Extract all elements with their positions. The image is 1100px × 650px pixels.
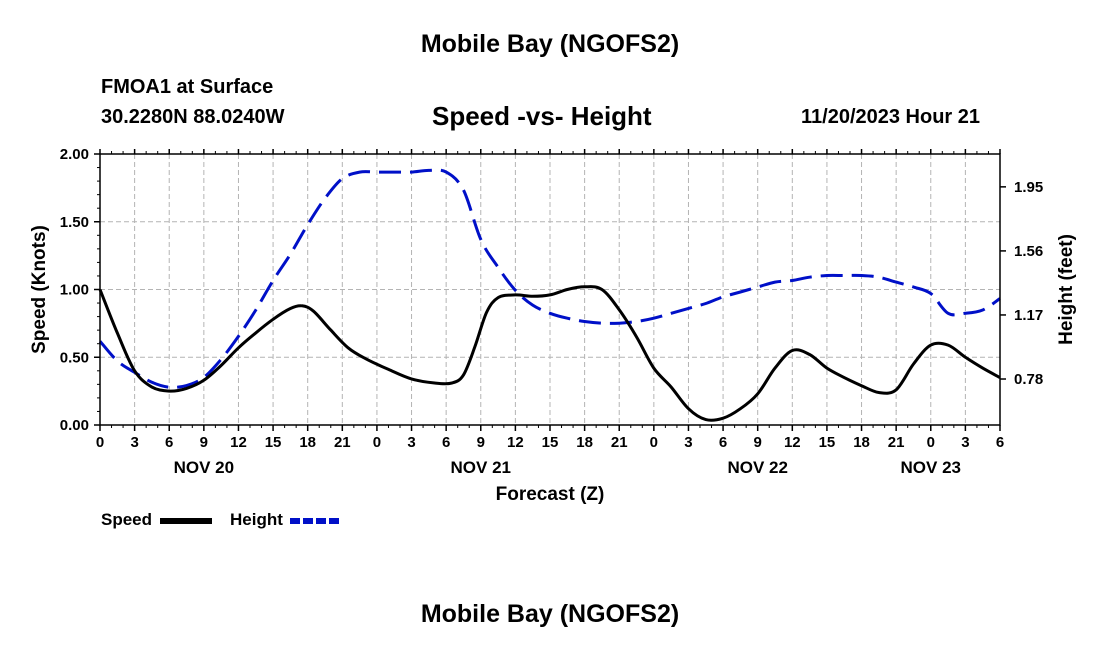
footer-title: Mobile Bay (NGOFS2) — [420, 600, 680, 628]
forecast-datetime: 11/20/2023 Hour 21 — [801, 106, 981, 128]
x-tick-label: 9 — [477, 434, 485, 451]
x-tick-label: 6 — [719, 434, 727, 451]
y2-tick-label: 1.17 — [1014, 307, 1043, 324]
legend-speed-label: Speed — [101, 510, 153, 529]
x-tick-label: 6 — [996, 434, 1004, 451]
x-tick-label: 3 — [684, 434, 692, 451]
x-tick-label: 0 — [927, 434, 935, 451]
x-tick-label: 0 — [373, 434, 381, 451]
date-label: NOV 20 — [174, 458, 234, 477]
series-layer — [98, 168, 1001, 422]
ticks — [94, 149, 1006, 431]
y2-tick-label: 0.78 — [1014, 371, 1043, 388]
x-tick-label: 18 — [576, 434, 593, 451]
x-tick-label: 15 — [819, 434, 836, 451]
series-line-speed — [98, 285, 1001, 422]
y2-tick-label: 1.95 — [1014, 179, 1043, 196]
y-axis-title: Speed (Knots) — [29, 225, 50, 354]
x-tick-label: 9 — [200, 434, 208, 451]
y-tick-label: 1.00 — [60, 282, 89, 299]
x-tick-label: 21 — [334, 434, 351, 451]
x-tick-label: 3 — [961, 434, 969, 451]
x-tick-label: 18 — [853, 434, 870, 451]
axis-labels: 0 3 6 9 12 15 18 21 0 3 6 9 12 15 18 21 0 3 6 9 12 15 18 21 0 3 6 0… — [29, 146, 1077, 505]
chart-subtitle: Speed -vs- Height — [432, 101, 652, 131]
x-tick-label: 6 — [165, 434, 173, 451]
x-tick-label: 12 — [230, 434, 247, 451]
x-tick-label: 21 — [611, 434, 628, 451]
date-label: NOV 22 — [727, 458, 787, 477]
x-tick-label: 15 — [542, 434, 559, 451]
station-label: FMOA1 at Surface — [101, 76, 274, 98]
x-tick-label: 3 — [130, 434, 138, 451]
date-label: NOV 23 — [901, 458, 961, 477]
y-tick-label: 2.00 — [60, 146, 89, 163]
legend-height-label: Height — [230, 510, 283, 529]
x-tick-label: 0 — [96, 434, 104, 451]
x-tick-label: 15 — [265, 434, 282, 451]
series-line-height — [98, 168, 1001, 389]
chart-main-title: Mobile Bay (NGOFS2) — [420, 30, 680, 58]
y-tick-label: 0.00 — [60, 417, 89, 434]
x-tick-label: 12 — [784, 434, 801, 451]
x-axis-title: Forecast (Z) — [496, 484, 605, 505]
x-tick-label: 0 — [650, 434, 658, 451]
y2-axis-title: Height (feet) — [1056, 234, 1077, 345]
x-tick-label: 3 — [407, 434, 415, 451]
y-tick-label: 1.50 — [60, 214, 89, 231]
y-tick-label: 0.50 — [60, 349, 89, 366]
station-coordinates: 30.2280N 88.0240W — [101, 106, 285, 128]
x-tick-label: 6 — [442, 434, 450, 451]
x-tick-label: 18 — [299, 434, 316, 451]
x-tick-label: 21 — [888, 434, 905, 451]
y2-tick-label: 1.56 — [1014, 243, 1043, 260]
x-tick-label: 9 — [754, 434, 762, 451]
x-tick-label: 12 — [507, 434, 524, 451]
date-label: NOV 21 — [451, 458, 511, 477]
grid — [100, 154, 1000, 425]
